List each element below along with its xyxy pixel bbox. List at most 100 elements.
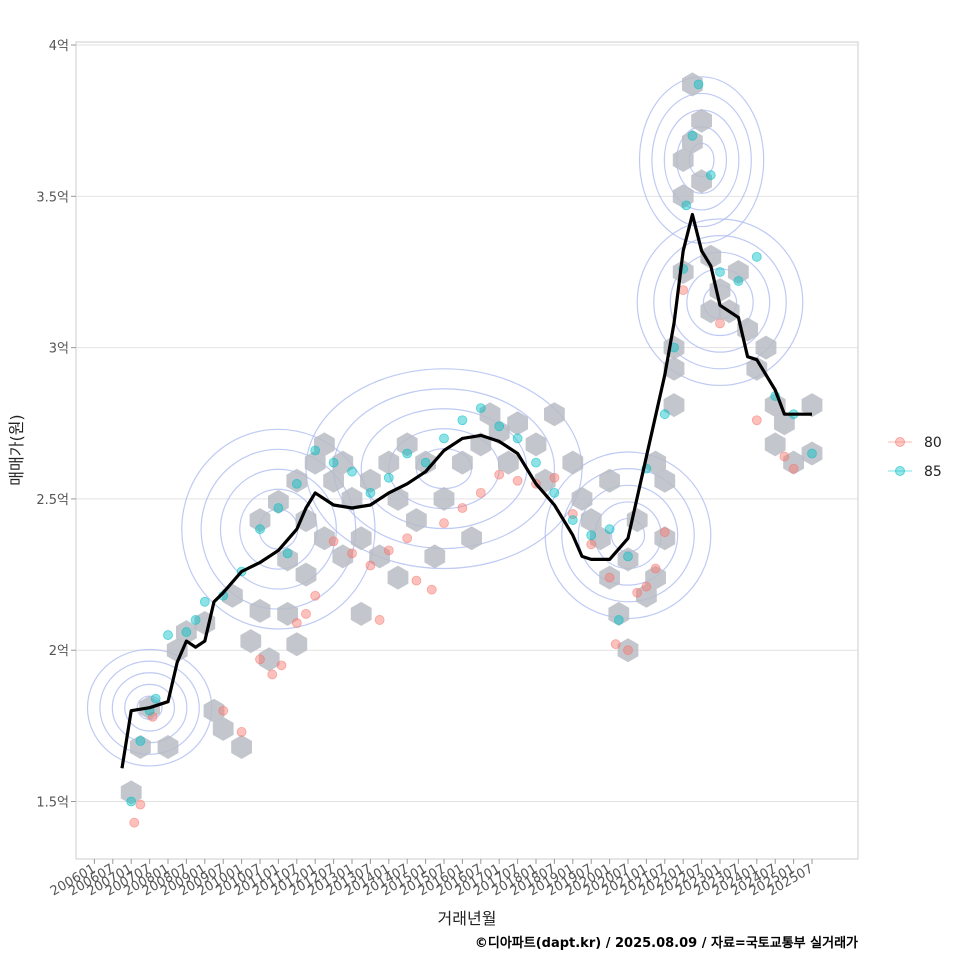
- point-series-85: [623, 551, 633, 562]
- point-series-80: [475, 487, 486, 498]
- point-series-80: [135, 799, 146, 810]
- point-series-85: [291, 478, 302, 489]
- point-series-80: [236, 727, 247, 737]
- point-series-85: [604, 524, 615, 535]
- hexbin: [663, 393, 685, 418]
- density-contour: [653, 235, 787, 370]
- y-axis-title: 매매가(원): [7, 414, 26, 485]
- density-contour: [638, 76, 765, 244]
- point-series-85: [457, 415, 468, 426]
- trend-line: [120, 212, 812, 769]
- hexbin: [617, 638, 639, 663]
- hexbin: [636, 583, 657, 608]
- hexbin: [700, 299, 722, 324]
- hexbin: [176, 620, 197, 645]
- hexbin: [728, 260, 749, 284]
- point-series-85: [402, 448, 413, 459]
- point-series-80: [365, 560, 376, 571]
- hexbin: [498, 450, 519, 475]
- point-series-80: [604, 572, 615, 583]
- hexbin: [599, 565, 620, 590]
- hexbin: [663, 356, 685, 381]
- hexbin: [332, 450, 354, 475]
- density-contour: [124, 683, 176, 732]
- x-axis: 2006012006072007012007072008012008072009…: [48, 859, 816, 899]
- point-series-85: [687, 130, 698, 141]
- hexbin: [350, 601, 372, 626]
- hexbin: [295, 508, 317, 533]
- hexbin: [240, 629, 262, 654]
- point-series-85: [475, 403, 486, 414]
- density-contour: [636, 218, 804, 387]
- point-series-85: [659, 409, 670, 420]
- hexbin: [387, 486, 409, 511]
- hexbin: [672, 184, 694, 209]
- point-series-80: [779, 451, 790, 462]
- hexbin: [654, 468, 676, 493]
- point-series-80: [328, 536, 339, 547]
- hexbin: [682, 129, 703, 154]
- point-series-80: [494, 469, 505, 480]
- hexbin: [507, 411, 528, 436]
- density-contour: [181, 428, 376, 630]
- point-series-80: [129, 817, 140, 828]
- point-series-85: [310, 445, 321, 456]
- point-series-80: [623, 645, 633, 656]
- point-series-80: [255, 654, 265, 665]
- point-series-80: [512, 475, 523, 486]
- hexbin: [801, 393, 823, 418]
- density-contour: [686, 268, 754, 337]
- hexbin: [424, 544, 446, 569]
- point-series-85: [273, 503, 284, 513]
- point-series-85: [531, 457, 541, 468]
- hexbin: [479, 402, 501, 427]
- point-series-85: [383, 472, 394, 483]
- hexbin: [360, 468, 381, 493]
- legend: 80 85: [888, 435, 942, 480]
- legend-key-80: [895, 437, 905, 447]
- hexbin: [406, 508, 427, 533]
- point-series-80: [641, 581, 652, 592]
- caption: ©디아파트(dapt.kr) / 2025.08.09 / 자료=국토교통부 실…: [475, 935, 858, 951]
- point-series-85: [693, 79, 704, 90]
- point-series-80: [549, 472, 560, 483]
- y-tick-label: 3.5억: [36, 190, 69, 205]
- hexbin: [755, 335, 777, 360]
- point-series-80: [632, 587, 643, 598]
- point-series-80: [291, 618, 302, 628]
- hexbin: [672, 260, 694, 284]
- point-series-80: [310, 590, 321, 601]
- y-tick-label: 2.5억: [36, 493, 69, 508]
- hexbin: [691, 169, 712, 194]
- point-series-85: [715, 267, 725, 277]
- density-contour: [239, 488, 318, 570]
- density-contour: [99, 660, 200, 755]
- hexbin: [764, 393, 786, 418]
- hexbin: [369, 544, 390, 569]
- hexbin: [323, 468, 344, 493]
- hexbin: [461, 526, 482, 551]
- hexbin: [608, 601, 630, 626]
- point-series-85: [567, 515, 578, 525]
- density-contours: [86, 76, 804, 767]
- hexbin: [783, 450, 804, 475]
- point-series-85: [347, 466, 357, 477]
- point-series-85: [126, 796, 137, 807]
- point-series-85: [282, 548, 293, 559]
- point-series-85: [733, 276, 744, 286]
- hexbin: [691, 108, 712, 133]
- point-series-85: [586, 530, 597, 541]
- point-series-80: [218, 705, 229, 716]
- point-series-80: [457, 503, 468, 513]
- hexbin: [415, 450, 436, 475]
- point-series-80: [147, 711, 158, 722]
- point-series-85: [512, 433, 523, 444]
- y-axis: 1.5억 2억 2.5억 3억 3.5억 4억: [36, 39, 76, 811]
- point-series-80: [650, 563, 661, 574]
- hexbin: [746, 356, 768, 381]
- hexbin: [314, 526, 335, 551]
- hexbin: [231, 735, 252, 759]
- hexbin: [332, 544, 354, 569]
- hexbin: [764, 432, 786, 457]
- point-series-80: [610, 639, 621, 650]
